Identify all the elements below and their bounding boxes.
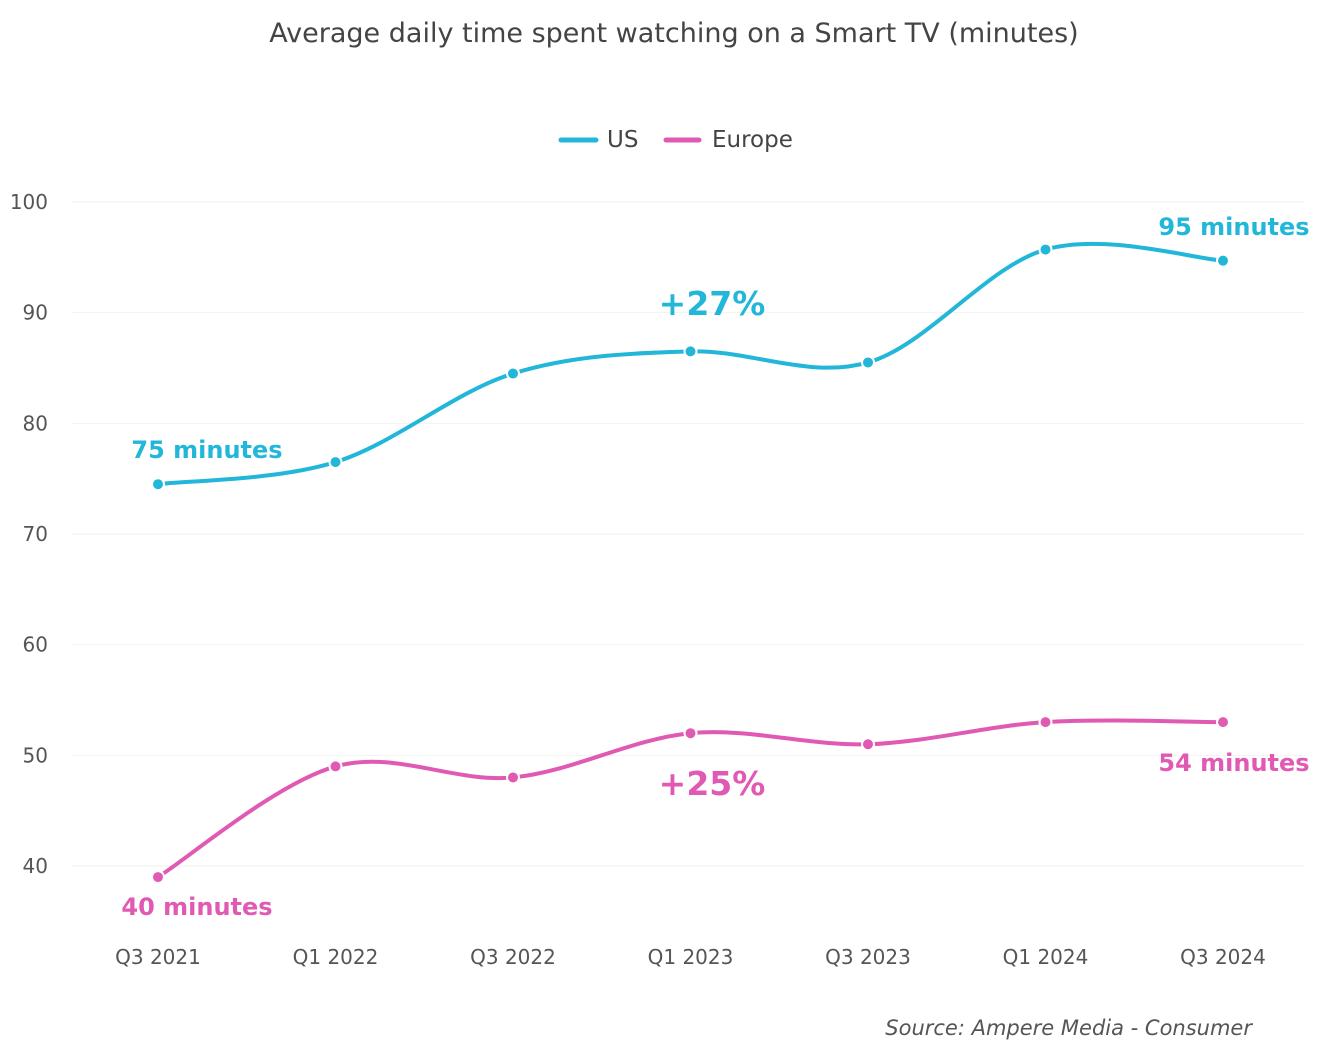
x-tick-label: Q3 2024 — [1180, 945, 1266, 969]
x-tick-label: Q3 2021 — [115, 945, 201, 969]
y-tick-label: 100 — [10, 190, 48, 214]
data-point-europe[interactable] — [683, 726, 698, 741]
data-point-europe[interactable] — [1038, 715, 1053, 730]
annotation-us-start: 75 minutes — [131, 436, 282, 464]
annotation-europe-start: 40 minutes — [121, 893, 272, 921]
x-tick-label: Q1 2022 — [293, 945, 379, 969]
x-tick-label: Q3 2022 — [470, 945, 556, 969]
data-point-europe[interactable] — [328, 759, 343, 774]
legend-item-europe[interactable]: Europe — [663, 127, 793, 153]
data-point-europe[interactable] — [506, 770, 520, 785]
y-tick-label: 90 — [23, 301, 48, 325]
annotation-us-growth: +27% — [659, 284, 766, 323]
y-tick-label: 70 — [23, 522, 48, 546]
x-tick-label: Q3 2023 — [825, 945, 911, 969]
data-point-europe[interactable] — [1216, 715, 1230, 730]
annotation-us-end: 95 minutes — [1158, 213, 1309, 241]
series-line-us — [156, 241, 1225, 487]
y-tick-label: 80 — [23, 411, 48, 435]
y-tick-label: 50 — [23, 743, 48, 767]
chart-title: Average daily time spent watching on a S… — [269, 18, 1078, 49]
x-tick-label: Q1 2024 — [1003, 945, 1089, 969]
x-tick-label: Q1 2023 — [648, 945, 734, 969]
data-point-us[interactable] — [328, 455, 343, 470]
x-axis: Q3 2021 Q1 2022 Q3 2022 Q1 2023 Q3 2023 Q1 20… — [115, 945, 1266, 969]
gridlines — [72, 201, 1305, 867]
legend-label-us: US — [607, 127, 638, 153]
annotation-europe-growth: +25% — [659, 764, 766, 803]
source-note: Source: Ampere Media - Consumer — [885, 1016, 1253, 1040]
legend-label-europe: Europe — [712, 127, 793, 153]
y-tick-label: 60 — [23, 633, 48, 657]
series-points — [151, 242, 1230, 885]
data-point-europe[interactable] — [861, 737, 875, 752]
data-point-us[interactable] — [1038, 242, 1053, 257]
data-point-us[interactable] — [506, 366, 520, 381]
legend: US Europe — [558, 127, 793, 153]
data-point-us[interactable] — [683, 344, 698, 359]
y-tick-label: 40 — [23, 854, 48, 878]
data-point-us[interactable] — [1216, 253, 1230, 268]
annotation-europe-end: 54 minutes — [1158, 749, 1309, 777]
data-point-us[interactable] — [861, 355, 875, 370]
data-point-europe[interactable] — [151, 870, 165, 885]
legend-item-us[interactable]: US — [558, 127, 638, 153]
y-axis: 100 90 80 70 60 50 40 — [10, 190, 48, 878]
annotations: 75 minutes 95 minutes +27% 40 minutes 54… — [121, 213, 1309, 921]
data-point-us[interactable] — [151, 477, 165, 492]
